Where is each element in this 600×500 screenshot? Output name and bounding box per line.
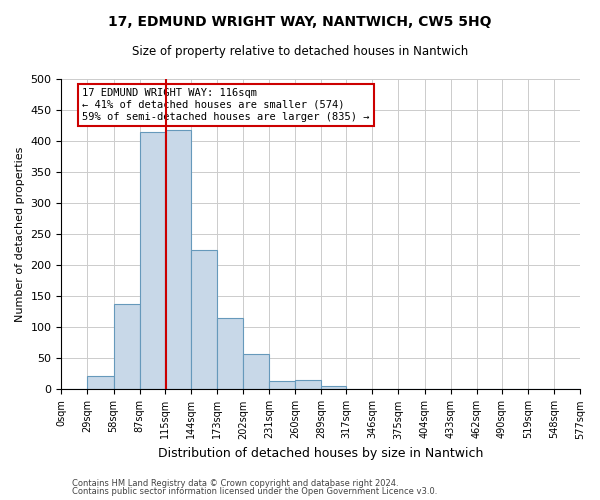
Bar — [113, 304, 140, 390]
Text: 17, EDMUND WRIGHT WAY, NANTWICH, CW5 5HQ: 17, EDMUND WRIGHT WAY, NANTWICH, CW5 5HQ — [108, 15, 492, 29]
Bar — [554, 389, 580, 390]
Bar — [373, 389, 398, 390]
Text: 17 EDMUND WRIGHT WAY: 116sqm
← 41% of detached houses are smaller (574)
59% of s: 17 EDMUND WRIGHT WAY: 116sqm ← 41% of de… — [82, 88, 370, 122]
Bar — [88, 376, 113, 390]
Bar — [140, 132, 165, 390]
Bar — [269, 381, 295, 390]
Bar — [321, 386, 346, 390]
X-axis label: Distribution of detached houses by size in Nantwich: Distribution of detached houses by size … — [158, 447, 484, 460]
Y-axis label: Number of detached properties: Number of detached properties — [15, 146, 25, 322]
Bar — [191, 250, 217, 390]
Bar — [217, 318, 243, 390]
Bar — [243, 354, 269, 390]
Text: Contains public sector information licensed under the Open Government Licence v3: Contains public sector information licen… — [72, 487, 437, 496]
Text: Contains HM Land Registry data © Crown copyright and database right 2024.: Contains HM Land Registry data © Crown c… — [72, 478, 398, 488]
Bar — [502, 389, 528, 390]
Bar — [425, 389, 451, 390]
Bar — [295, 380, 321, 390]
Text: Size of property relative to detached houses in Nantwich: Size of property relative to detached ho… — [132, 45, 468, 58]
Bar — [165, 130, 191, 390]
